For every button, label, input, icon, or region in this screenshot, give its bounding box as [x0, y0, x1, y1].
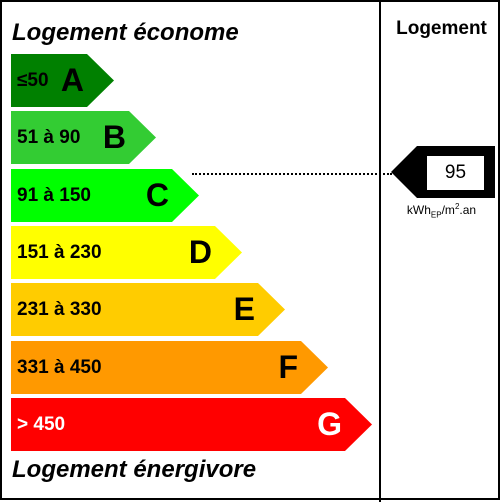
class-g-bar: > 450 G — [11, 398, 372, 451]
class-b-letter: B — [102, 119, 126, 155]
class-f-range: 331 à 450 — [17, 357, 102, 378]
class-a-letter: A — [60, 62, 84, 98]
class-e-letter: E — [233, 291, 255, 327]
class-b-range: 51 à 90 — [17, 127, 81, 148]
indicator-dotted-line — [192, 173, 392, 175]
class-f-bar: 331 à 450 F — [11, 341, 328, 394]
heading-efficient: Logement économe — [12, 19, 239, 46]
class-g-range: > 450 — [17, 414, 66, 435]
class-d-bar: 151 à 230 D — [11, 226, 242, 279]
class-c-bar: 91 à 150 C — [11, 169, 199, 222]
consumption-value: 95 — [427, 156, 484, 190]
class-f-letter: F — [278, 349, 298, 385]
class-e-range: 231 à 330 — [17, 299, 102, 320]
column-divider — [379, 2, 381, 502]
class-b-bar: 51 à 90 B — [11, 111, 156, 164]
class-e-bar: 231 à 330 E — [11, 283, 285, 336]
class-d-letter: D — [188, 234, 212, 270]
heading-energy-intensive: Logement énergivore — [12, 456, 257, 483]
consumption-unit: kWhEP/m2.an — [406, 202, 477, 220]
housing-column-title: Logement — [396, 18, 487, 39]
class-g-letter: G — [317, 406, 342, 442]
class-a-range: ≤50 — [17, 70, 49, 91]
class-c-letter: C — [145, 177, 169, 213]
class-c-range: 91 à 150 — [17, 185, 91, 206]
class-a-bar: ≤50 A — [11, 54, 114, 107]
class-d-range: 151 à 230 — [17, 242, 102, 263]
